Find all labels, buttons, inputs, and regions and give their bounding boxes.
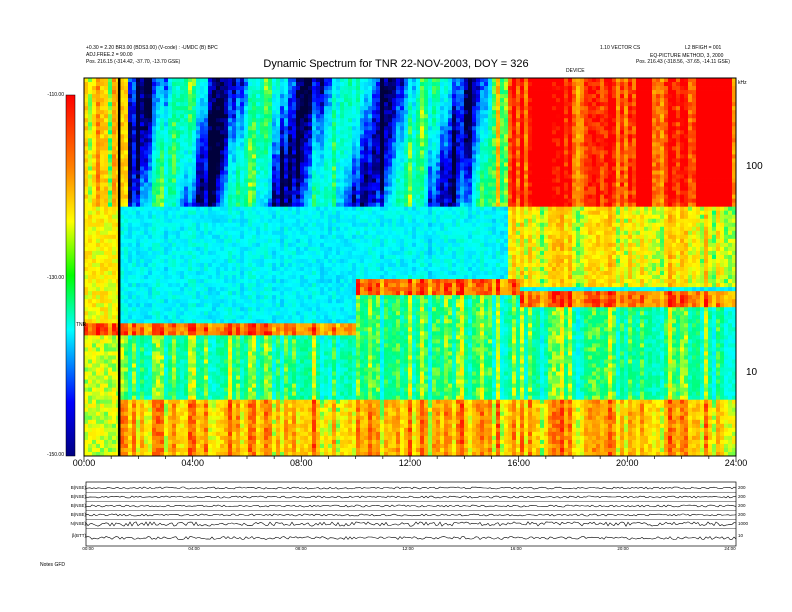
x-tick-label: 24:00: [724, 458, 748, 468]
hk-x-tick: 16:00: [510, 546, 522, 551]
header-info-right-3: EQ-PICTURE METHOD, 3, 2000: [650, 53, 724, 59]
colorbar-unit-label: TNR: [76, 322, 87, 328]
header-info-left-1: +0.30 = 2.20 BR3.00 (BDS3.00) (V-code) :…: [86, 45, 218, 51]
hk-x-tick: 08:00: [295, 546, 307, 551]
hk-right-label: 10: [738, 533, 744, 538]
heatmap-cells: [84, 78, 737, 457]
colorbar-tick-min: -150.00: [47, 452, 64, 458]
header-info-right-4: Pos. 216.43 (-318.56, -37.65, -14.11 GSE…: [636, 59, 730, 65]
header-info-right-2: L2 BFIGH = 001: [685, 45, 722, 51]
hk-right-label: 200: [738, 485, 746, 490]
hk-trace: [85, 495, 737, 499]
y-axis-unit: kHz: [738, 80, 747, 86]
colorbar: [65, 94, 76, 457]
hk-right-label: 1000: [738, 521, 749, 526]
x-axis-ticks: [83, 456, 737, 461]
hk-trace: [85, 513, 737, 517]
colorbar-tick-mid: -130.00: [47, 275, 64, 281]
hk-trace: [85, 486, 737, 490]
hk-x-tick: 24:00: [724, 546, 736, 551]
hk-frame: [85, 481, 737, 547]
header-info-left-2: ADJ.FREE.2 = 90.00: [86, 52, 133, 58]
hk-x-tick: 20:00: [617, 546, 629, 551]
hk-trace: [85, 504, 737, 508]
x-tick-label: 04:00: [181, 458, 204, 468]
x-tick-label: 16:00: [507, 458, 530, 468]
colorbar-tick-max: -110.00: [47, 92, 64, 98]
hk-right-label: 200: [738, 503, 746, 508]
hk-right-label: 200: [738, 512, 746, 517]
x-tick-label: 08:00: [290, 458, 313, 468]
hk-trace: [85, 521, 737, 527]
x-tick-label: 12:00: [398, 458, 422, 468]
hk-trace: [85, 536, 737, 540]
x-tick-label: 00:00: [72, 458, 96, 468]
y-tick-100: 100: [746, 161, 763, 172]
header-info-right-1: 1.10 VECTOR CS: [600, 45, 641, 51]
x-tick-label: 20:00: [616, 458, 639, 468]
hk-x-tick: 12:00: [402, 546, 414, 551]
data-gap-line: [117, 78, 121, 456]
hk-x-tick: 04:00: [188, 546, 200, 551]
chart-title: Dynamic Spectrum for TNR 22-NOV-2003, DO…: [263, 58, 529, 70]
header-info-left-3: Pos. 216.15 (-314.42, -37.70, -13.70 GSE…: [86, 59, 181, 65]
y-tick-10: 10: [746, 367, 758, 378]
footer-note: Notes GFD: [40, 562, 66, 568]
hk-x-tick: 00:00: [82, 546, 94, 551]
hk-right-label: 200: [738, 494, 746, 499]
housekeeping-panel: [85, 481, 737, 547]
device-label: DEVICE: [566, 68, 585, 74]
